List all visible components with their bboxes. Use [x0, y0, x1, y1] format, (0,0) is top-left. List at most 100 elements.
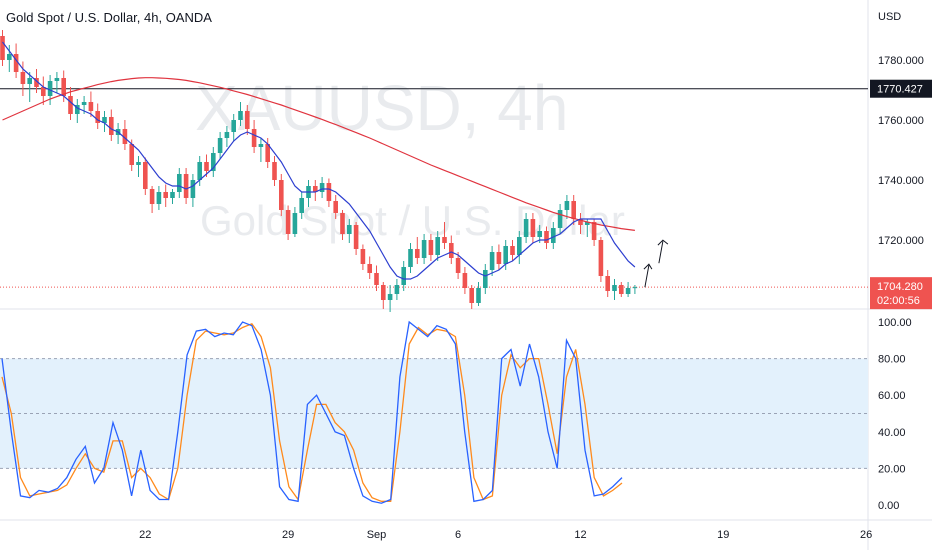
candle-body: [258, 144, 264, 147]
candle-body: [319, 183, 325, 192]
crosshair-label: 1770.427: [877, 84, 923, 96]
price-tick-label: 1740.000: [878, 175, 924, 187]
price-pane[interactable]: [0, 30, 868, 312]
candle-body: [591, 222, 597, 240]
candle-body: [143, 162, 148, 189]
candle-body: [517, 237, 522, 255]
candle-body: [170, 192, 175, 198]
candle-body: [326, 183, 332, 201]
currency-label: USD: [878, 11, 901, 23]
candle-body: [557, 210, 563, 228]
candle-body: [564, 201, 570, 210]
candle-body: [190, 180, 196, 198]
stoch-tick-label: 100.00: [878, 317, 912, 329]
candle-body: [13, 54, 19, 72]
candle-body: [449, 243, 454, 258]
candle-body: [612, 285, 617, 291]
time-tick-label: 6: [455, 529, 461, 541]
ma-slow-line: [2, 77, 635, 231]
candle-body: [102, 117, 107, 123]
annotation-arrow-icon: [643, 263, 653, 288]
candle-body: [163, 192, 168, 198]
candle-body: [204, 162, 209, 171]
candle-body: [217, 138, 223, 153]
candle-body: [238, 111, 243, 120]
candle-body: [54, 78, 60, 81]
candle-body: [197, 162, 202, 180]
watermark-symbol: XAUUSD, 4h: [195, 72, 568, 144]
candle-body: [537, 231, 542, 237]
candle-body: [292, 213, 298, 234]
candle-body: [523, 219, 529, 237]
last-price-tag: [870, 277, 932, 310]
candle-body: [47, 81, 53, 96]
candle-body: [489, 252, 495, 270]
candle-body: [0, 36, 5, 60]
candle-body: [476, 288, 481, 303]
stoch-tick-label: 80.00: [878, 354, 906, 366]
candle-body: [7, 54, 12, 60]
candle-body: [34, 78, 39, 87]
candle-body: [340, 213, 345, 234]
candle-body: [394, 285, 400, 294]
candle-body: [585, 222, 590, 225]
stoch-k-line: [1, 320, 623, 504]
chart-title: Gold Spot / U.S. Dollar, 4h, OANDA: [6, 10, 212, 25]
candle-body: [598, 240, 604, 276]
candle-body: [177, 174, 182, 192]
price-tick-label: 1780.000: [878, 55, 924, 67]
candle-body: [455, 258, 461, 273]
candle-body: [211, 153, 216, 171]
price-tick-label: 1760.000: [878, 115, 924, 127]
candle-body: [75, 105, 80, 114]
candle-body: [27, 78, 32, 84]
candle-body: [381, 285, 386, 300]
candle-body: [551, 228, 556, 243]
candle-body: [224, 132, 230, 138]
candle-body: [299, 198, 304, 213]
stoch-tick-label: 0.00: [878, 500, 899, 512]
bar-countdown: 02:00:56: [877, 295, 920, 307]
candle-body: [251, 129, 257, 147]
candle-body: [41, 87, 46, 96]
annotation-arrow-icon: [657, 239, 669, 264]
candle-body: [285, 210, 291, 234]
candle-body: [333, 201, 338, 213]
candle-body: [421, 240, 427, 258]
candle-body: [245, 111, 250, 129]
time-tick-label: 12: [574, 529, 586, 541]
candle-body: [279, 180, 284, 210]
candle-body: [149, 189, 155, 204]
time-tick-label: 19: [717, 529, 729, 541]
candle-body: [510, 246, 515, 255]
candle-body: [408, 249, 413, 267]
time-tick-label: Sep: [367, 529, 387, 541]
watermark-layer: XAUUSD, 4h Gold Spot / U.S. Dollar: [195, 72, 625, 244]
axis-layer: USD 1780.000 1760.000 1740.000 1720.000 1770.…: [139, 11, 932, 541]
stoch-tick-label: 20.00: [878, 463, 906, 475]
candle-body: [68, 96, 73, 114]
price-tick-label: 1720.000: [878, 235, 924, 247]
crosshair-tag: [870, 79, 932, 98]
candle-body: [544, 231, 549, 243]
candle-body: [231, 120, 236, 132]
candle-body: [428, 240, 434, 255]
candle-body: [619, 285, 624, 294]
candle-body: [122, 129, 128, 144]
candle-body: [374, 273, 379, 285]
stochastic-pane[interactable]: [0, 320, 868, 504]
candle-body: [415, 249, 420, 258]
candle-body: [401, 267, 406, 285]
candle-body: [265, 144, 270, 162]
stoch-d-line: [1, 323, 623, 502]
candle-body: [462, 273, 468, 288]
stoch-tick-label: 60.00: [878, 390, 906, 402]
candle-body: [272, 162, 277, 180]
candle-body: [571, 201, 576, 219]
candle-body: [183, 174, 189, 198]
candle-body: [347, 225, 352, 234]
candle-body: [20, 72, 26, 84]
candle-body: [435, 237, 440, 255]
candle-body: [442, 237, 447, 243]
